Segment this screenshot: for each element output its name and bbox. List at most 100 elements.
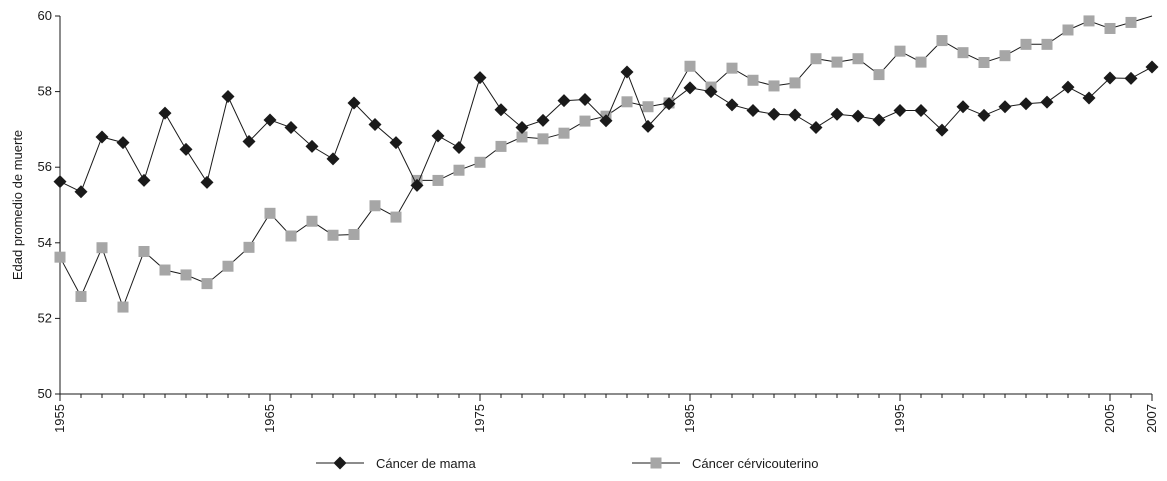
y-tick-label: 54 [38, 235, 52, 250]
data-point [977, 108, 991, 122]
data-point [327, 229, 339, 241]
data-point [599, 114, 613, 128]
data-point [537, 133, 549, 145]
data-point [1062, 24, 1074, 36]
data-point [893, 104, 907, 117]
data-point [515, 121, 529, 135]
data-point [116, 136, 130, 150]
data-point [915, 56, 927, 68]
data-point [621, 96, 633, 108]
data-point [348, 228, 360, 240]
data-point [75, 290, 87, 302]
data-point [558, 127, 570, 139]
data-point [936, 35, 948, 47]
data-point [536, 113, 550, 127]
data-point [642, 101, 654, 113]
data-point [200, 175, 214, 189]
data-point [788, 108, 802, 122]
data-point [810, 53, 822, 65]
y-tick-label: 60 [38, 8, 52, 23]
data-point [578, 93, 592, 107]
x-tick-label: 1995 [892, 404, 907, 433]
data-point [264, 207, 276, 219]
data-point [641, 119, 655, 133]
data-point [789, 77, 801, 89]
series-cancer-cervicouterino [54, 15, 1153, 313]
data-point [851, 109, 865, 123]
data-point [432, 174, 444, 186]
data-point [957, 47, 969, 59]
data-point [1103, 71, 1117, 85]
data-point [1019, 97, 1033, 111]
data-point [369, 200, 381, 212]
data-point [1145, 60, 1159, 74]
data-point [495, 140, 507, 152]
data-point [516, 131, 528, 143]
data-point [683, 81, 697, 95]
data-point [999, 50, 1011, 62]
data-point [494, 103, 508, 117]
legend-label: Cáncer de mama [376, 456, 476, 471]
data-point [390, 211, 402, 223]
data-point [242, 134, 256, 148]
data-point [306, 215, 318, 227]
y-tick-label: 50 [38, 386, 52, 401]
data-point [768, 80, 780, 92]
data-point [474, 156, 486, 168]
data-point [894, 45, 906, 57]
data-point [579, 115, 591, 127]
x-tick-label: 2007 [1144, 404, 1159, 433]
data-point [809, 121, 823, 135]
data-point [222, 260, 234, 272]
data-point [285, 230, 297, 242]
data-point [746, 104, 760, 117]
data-point [221, 90, 235, 104]
x-tick-label: 1975 [472, 404, 487, 433]
y-axis-title: Edad promedio de muerte [10, 130, 25, 280]
series-cancer-de-mama [53, 60, 1159, 199]
data-point [1061, 80, 1075, 94]
data-point [410, 178, 424, 192]
y-tick-label: 56 [38, 159, 52, 174]
data-point [557, 94, 571, 108]
data-point [96, 242, 108, 254]
data-point [1082, 91, 1096, 105]
data-point [914, 104, 928, 117]
data-point [158, 106, 172, 120]
data-point [725, 98, 739, 112]
data-point [852, 53, 864, 65]
data-point [1020, 38, 1032, 50]
data-point [872, 113, 886, 127]
data-point [662, 97, 676, 111]
data-point [243, 241, 255, 253]
data-point [998, 100, 1012, 114]
data-point [1040, 95, 1054, 109]
data-point [726, 62, 738, 74]
data-point [305, 139, 319, 153]
data-point [1041, 38, 1053, 50]
data-point [138, 245, 150, 257]
data-point [159, 264, 171, 276]
data-point [620, 65, 634, 79]
axes: 50 52 54 56 58 60 1955 1965 1975 1985 1995 2005 2007… [10, 8, 1159, 433]
data-point [95, 130, 109, 144]
data-point [704, 85, 718, 99]
data-point [389, 136, 403, 150]
data-point [767, 107, 781, 121]
x-tick-label: 1965 [262, 404, 277, 433]
y-tick-label: 58 [38, 84, 52, 99]
data-point [956, 100, 970, 114]
data-point [117, 301, 129, 313]
data-point [935, 123, 949, 137]
data-point [453, 164, 465, 176]
legend-item-cancer-de-mama: Cáncer de mama [316, 456, 476, 471]
data-point [201, 278, 213, 290]
data-point [1124, 71, 1138, 85]
data-point [684, 60, 696, 72]
legend-item-cancer-cervicouterino: Cáncer cérvicouterino [632, 456, 818, 471]
data-point [53, 175, 67, 189]
data-point [347, 96, 361, 110]
data-point [1125, 16, 1137, 28]
data-point [431, 129, 445, 143]
data-point [1104, 22, 1116, 34]
